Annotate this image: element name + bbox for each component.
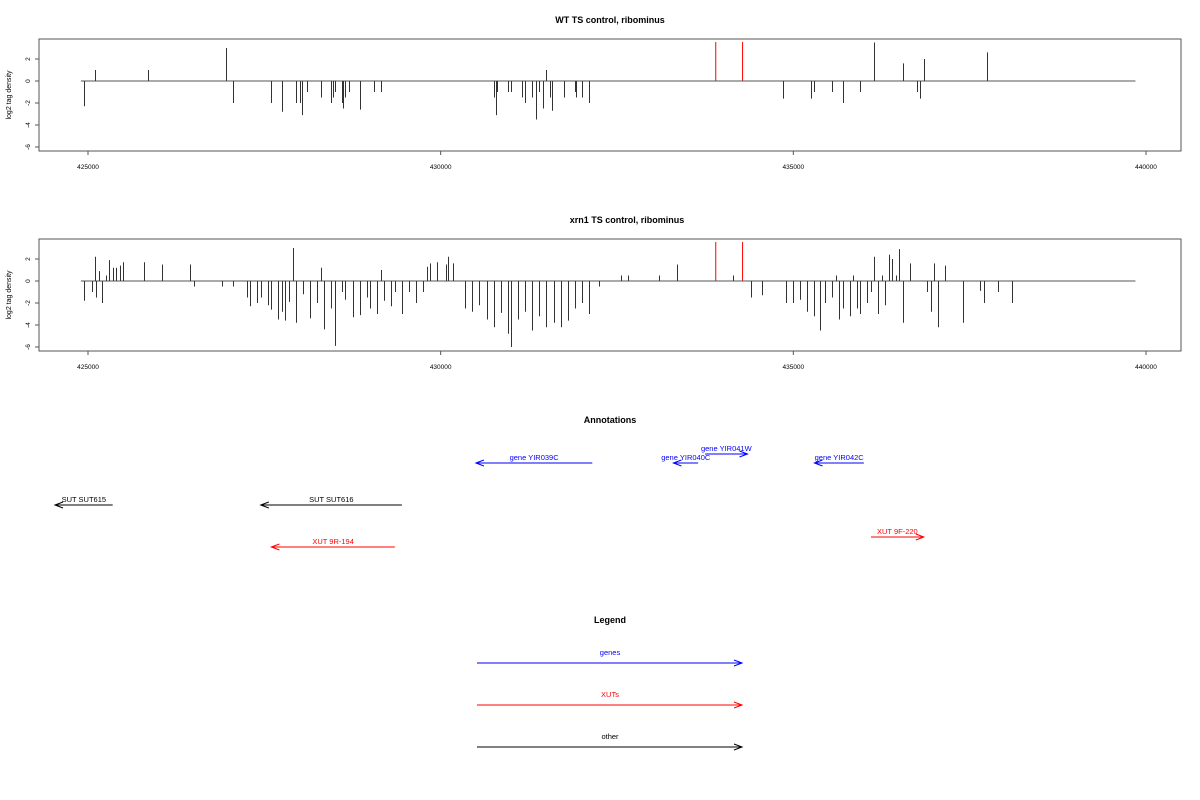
- x-tick-label: 430000: [430, 364, 452, 371]
- arrow-head-icon: [739, 450, 749, 458]
- chart-title: xrn1 TS control, ribominus: [570, 215, 685, 225]
- y-axis-label: log2 tag density: [6, 70, 13, 120]
- x-tick-label: 425000: [77, 364, 99, 371]
- x-tick-label: 440000: [1135, 164, 1157, 171]
- y-axis-label: log2 tag density: [6, 270, 13, 320]
- arrow-head-icon: [269, 543, 280, 551]
- annotations-title: Annotations: [584, 415, 637, 425]
- feature-label: XUT 9R-194: [312, 537, 354, 546]
- y-tick-label: -2: [25, 100, 32, 106]
- annotation-feature: SUT SUT615: [53, 495, 113, 509]
- x-tick-label: 435000: [782, 364, 804, 371]
- panel-xrn1: xrn1 TS control, ribominus log2 tag dens…: [6, 215, 1182, 371]
- annotation-feature: gene YIR041W: [701, 444, 753, 458]
- y-tick-label: 0: [25, 79, 32, 83]
- y-tick-label: -6: [25, 344, 32, 350]
- x-tick-label: 440000: [1135, 364, 1157, 371]
- feature-label: XUT 9F-220: [877, 527, 918, 536]
- annotation-feature: SUT SUT616: [259, 495, 402, 509]
- arrow-head-icon: [672, 459, 682, 467]
- annotation-feature: gene YIR039C: [474, 453, 593, 467]
- x-tick-label: 425000: [77, 164, 99, 171]
- chart-title: WT TS control, ribominus: [555, 15, 665, 25]
- arrow-head-icon: [733, 743, 744, 751]
- annotation-feature: XUT 9R-194: [269, 537, 395, 551]
- y-axis: 2 0 -2 -4 -6: [25, 57, 39, 150]
- plot-frame: [38, 38, 1182, 152]
- y-tick-label: -2: [25, 300, 32, 306]
- arrow-head-icon: [259, 501, 269, 509]
- y-tick-label: 2: [25, 257, 32, 261]
- plot-frame: [38, 238, 1182, 352]
- legend-title: Legend: [594, 615, 626, 625]
- feature-label: SUT SUT616: [309, 495, 353, 504]
- x-axis: 425000 430000 435000 440000: [77, 151, 1157, 171]
- feature-label: gene YIR041W: [701, 444, 753, 453]
- panel-wt: WT TS control, ribominus log2 tag densit…: [6, 15, 1182, 171]
- feature-label: gene YIR039C: [510, 453, 560, 462]
- x-axis: 425000 430000 435000 440000: [77, 351, 1157, 371]
- legend-label: XUTs: [601, 690, 619, 699]
- arrow-head-icon: [813, 459, 823, 467]
- x-tick-label: 435000: [782, 164, 804, 171]
- legend-label: other: [601, 732, 619, 741]
- legend-label: genes: [600, 648, 621, 657]
- legend-item: genes: [477, 648, 744, 667]
- arrow-head-icon: [733, 659, 744, 667]
- annotation-feature: gene YIR040C: [661, 453, 711, 467]
- arrow-head-icon: [733, 701, 744, 709]
- bars: [80, 42, 1136, 120]
- feature-label: gene YIR040C: [661, 453, 711, 462]
- legend-item: XUTs: [477, 690, 744, 709]
- annotation-feature: gene YIR042C: [813, 453, 865, 467]
- x-tick-label: 430000: [430, 164, 452, 171]
- arrow-head-icon: [474, 459, 485, 467]
- arrow-head-icon: [915, 533, 926, 541]
- feature-label: gene YIR042C: [815, 453, 865, 462]
- feature-label: SUT SUT615: [62, 495, 106, 504]
- y-tick-label: 0: [25, 279, 32, 283]
- legend: genes XUTs other: [477, 648, 744, 751]
- arrow-head-icon: [53, 501, 64, 509]
- bars: [80, 242, 1136, 347]
- y-tick-label: 2: [25, 57, 32, 61]
- y-tick-label: -6: [25, 144, 32, 150]
- legend-item: other: [477, 732, 744, 751]
- y-tick-label: -4: [25, 122, 32, 128]
- annotation-feature: XUT 9F-220: [870, 527, 926, 541]
- y-tick-label: -4: [25, 322, 32, 328]
- y-axis: 2 0 -2 -4 -6: [25, 257, 39, 350]
